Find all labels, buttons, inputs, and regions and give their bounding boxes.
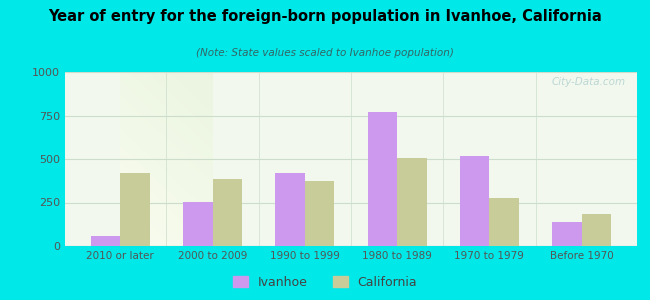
- Bar: [582, 214, 611, 246]
- Bar: [397, 158, 426, 246]
- Text: City-Data.com: City-Data.com: [551, 77, 625, 87]
- Bar: [489, 198, 519, 246]
- Bar: [213, 179, 242, 246]
- Bar: [368, 112, 397, 246]
- Bar: [460, 155, 489, 246]
- Bar: [183, 202, 213, 246]
- Bar: [91, 236, 120, 246]
- Text: (Note: State values scaled to Ivanhoe population): (Note: State values scaled to Ivanhoe po…: [196, 48, 454, 58]
- Text: Year of entry for the foreign-born population in Ivanhoe, California: Year of entry for the foreign-born popul…: [48, 9, 602, 24]
- Legend: Ivanhoe, California: Ivanhoe, California: [227, 271, 422, 294]
- Bar: [552, 222, 582, 246]
- Bar: [276, 173, 305, 246]
- Bar: [120, 173, 150, 246]
- Bar: [305, 181, 334, 246]
